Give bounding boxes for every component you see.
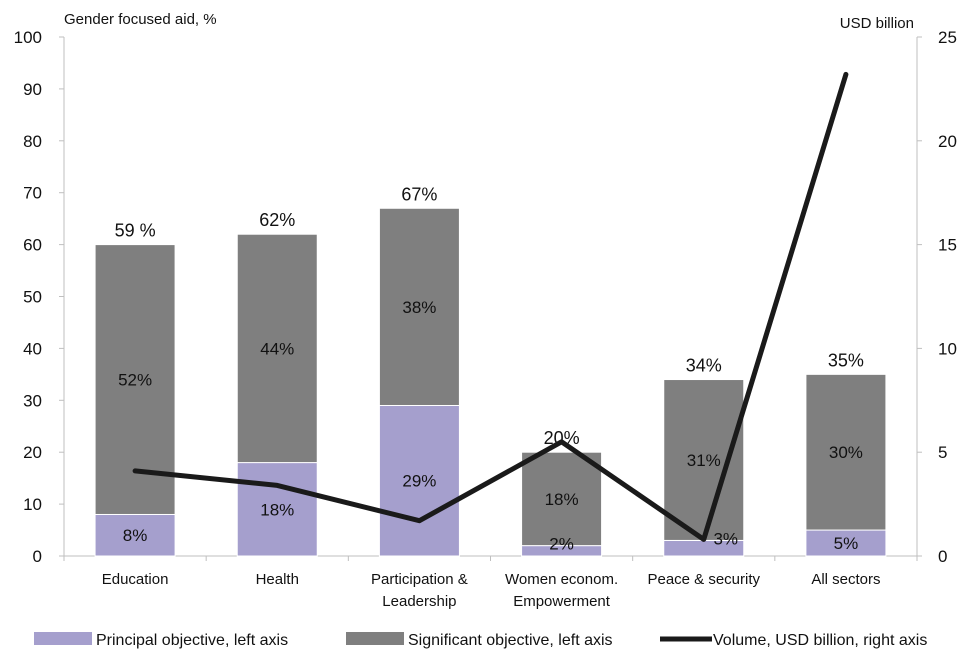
left-tick-label: 70 [23,184,42,203]
bar-segment [378,207,460,406]
bar-value-label: 31% [687,451,721,470]
left-tick-label: 0 [33,547,42,566]
bar-segment [236,233,318,464]
right-tick-label: 0 [938,547,947,566]
left-tick-label: 30 [23,391,42,410]
left-tick-label: 100 [14,28,42,47]
bar-segment [805,373,887,531]
category-label: All sectors [811,571,880,588]
volume-line [132,71,849,542]
bar-total-label: 35% [828,350,864,370]
bar-value-label: 5% [834,534,859,553]
left-tick-label: 60 [23,236,42,255]
bar-total-label: 67% [401,184,437,204]
bar-value-label: 44% [260,339,294,358]
bar-total-label: 62% [259,210,295,230]
category-label: Women econom. [505,571,618,588]
right-tick-label: 15 [938,236,957,255]
category-label: Peace & security [647,571,760,588]
category-label: Leadership [382,593,456,610]
category-label: Health [256,571,299,588]
right-tick-label: 10 [938,339,957,358]
left-tick-label: 50 [23,288,42,307]
legend-swatch [34,632,92,645]
bar-segment [94,513,176,557]
left-tick-label: 40 [23,339,42,358]
left-tick-label: 10 [23,495,42,514]
legend-label: Volume, USD billion, right axis [713,632,927,649]
left-axis-title: Gender focused aid, % [64,11,217,28]
bar-segment [378,404,460,557]
category-labels: Education Health Participation & Leadership… [63,556,918,610]
bar-value-label: 3% [713,529,738,548]
bar-total-label: 34% [686,356,722,376]
bars [94,207,887,557]
bar-labels: 8% 18% 29% 2% 3% 5% 52% 44% 38% 18% 31% 30% 59 % 62% 6… [115,184,864,553]
left-tick-label: 80 [23,132,42,151]
volume-line-layer [132,71,849,542]
bar-value-label: 38% [402,298,436,317]
bar-segment [805,529,887,557]
left-tick-label: 90 [23,80,42,99]
category-label: Education [102,571,169,588]
bar-value-label: 52% [118,371,152,390]
right-tick-label: 20 [938,132,957,151]
axes: Gender focused aid, % USD billion 0 10 20 3… [14,11,957,610]
bar-value-label: 29% [402,472,436,491]
right-tick-label: 25 [938,28,957,47]
bar-value-label: 18% [260,500,294,519]
bar-value-label: 18% [545,490,579,509]
category-label: Participation & [371,571,468,588]
bar-total-label: 59 % [115,221,156,241]
bar-segment [521,451,603,547]
right-tick-labels: 0 5 10 15 20 25 [917,28,957,566]
right-tick-label: 5 [938,443,947,462]
legend: Principal objective, left axis Significan… [34,632,927,649]
legend-label: Principal objective, left axis [96,632,288,649]
bar-total-label: 20% [544,428,580,448]
left-tick-labels: 0 10 20 30 40 50 60 70 80 90 100 [14,28,64,566]
legend-swatch [346,632,404,645]
bar-value-label: 30% [829,443,863,462]
legend-label: Significant objective, left axis [408,632,613,649]
right-axis-title: USD billion [840,15,914,32]
bar-segment [236,462,318,557]
left-tick-label: 20 [23,443,42,462]
bar-value-label: 8% [123,526,148,545]
category-label: Empowerment [513,593,611,610]
bar-value-label: 2% [549,535,574,554]
